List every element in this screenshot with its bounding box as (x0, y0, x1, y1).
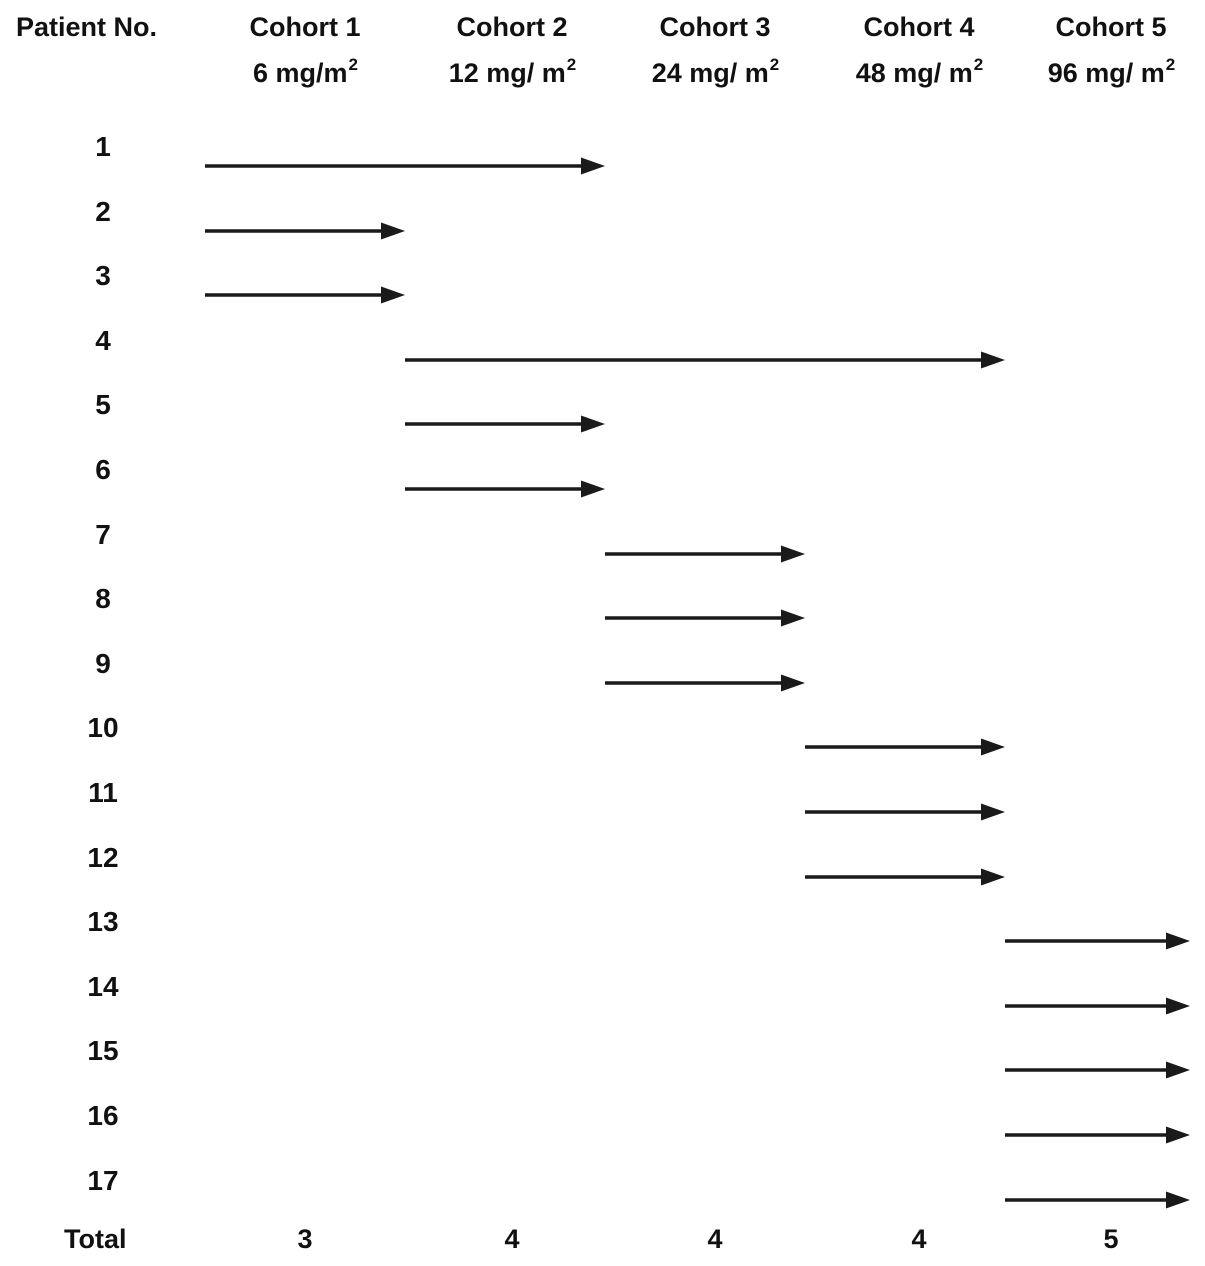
duration-arrow-patient-7 (605, 545, 805, 563)
patient-number-13: 13 (87, 906, 119, 937)
patient-number-5: 5 (95, 389, 111, 420)
patient-number-7: 7 (95, 519, 111, 550)
patient-number-6: 6 (95, 454, 111, 485)
patient-number-16: 16 (87, 1100, 119, 1131)
duration-arrow-patient-8 (605, 609, 805, 627)
total-value-cohort-2: 4 (504, 1224, 520, 1254)
cohort-dose-5: 96 mg/ m2 (1047, 55, 1176, 88)
duration-arrow-patient-15 (1005, 1061, 1190, 1079)
patient-no-column-header: Patient No. (16, 12, 158, 42)
total-value-cohort-5: 5 (1103, 1224, 1119, 1254)
patient-number-1: 1 (95, 131, 111, 162)
duration-arrow-patient-11 (805, 803, 1005, 821)
cohort-dose-3: 24 mg/ m2 (651, 55, 780, 88)
total-value-cohort-4: 4 (911, 1224, 927, 1254)
duration-arrow-patient-4 (405, 351, 1005, 369)
total-value-cohort-1: 3 (297, 1224, 313, 1254)
duration-arrow-patient-3 (205, 286, 405, 304)
cohort-header-2: Cohort 2 (456, 12, 568, 42)
patient-number-9: 9 (95, 648, 111, 679)
duration-arrow-patient-14 (1005, 997, 1190, 1015)
cohort-header-5: Cohort 5 (1055, 12, 1167, 42)
patient-number-17: 17 (87, 1165, 119, 1196)
patient-number-4: 4 (95, 325, 111, 356)
duration-arrow-patient-16 (1005, 1126, 1190, 1144)
duration-arrow-patient-2 (205, 222, 405, 240)
duration-arrow-patient-6 (405, 480, 605, 498)
duration-arrow-patient-1 (205, 157, 605, 175)
patient-number-2: 2 (95, 196, 111, 227)
duration-arrow-patient-13 (1005, 932, 1190, 950)
cohort-dose-2: 12 mg/ m2 (448, 55, 577, 88)
total-value-cohort-3: 4 (707, 1224, 723, 1254)
dose-superscript: 2 (769, 55, 780, 74)
dose-superscript: 2 (1165, 55, 1176, 74)
duration-arrow-patient-9 (605, 674, 805, 692)
patient-number-14: 14 (87, 971, 119, 1002)
duration-arrow-patient-10 (805, 738, 1005, 756)
patient-number-3: 3 (95, 260, 111, 291)
cohort-dose-4: 48 mg/ m2 (855, 55, 984, 88)
dose-superscript: 2 (566, 55, 577, 74)
dose-superscript: 2 (348, 55, 358, 74)
duration-arrow-patient-17 (1005, 1191, 1190, 1209)
dose-superscript: 2 (973, 55, 984, 74)
patient-number-8: 8 (95, 583, 111, 614)
duration-arrow-patient-5 (405, 415, 605, 433)
patient-number-11: 11 (88, 777, 118, 808)
duration-arrow-patient-12 (805, 868, 1005, 886)
cohort-header-4: Cohort 4 (863, 12, 975, 42)
cohort-header-1: Cohort 1 (249, 12, 361, 42)
cohort-dose-1: 6 mg/m2 (253, 55, 358, 88)
cohort-header-3: Cohort 3 (659, 12, 771, 42)
patient-number-12: 12 (87, 842, 119, 873)
patient-number-10: 10 (87, 712, 119, 743)
patient-number-15: 15 (87, 1035, 119, 1066)
total-row-label: Total (64, 1224, 127, 1254)
